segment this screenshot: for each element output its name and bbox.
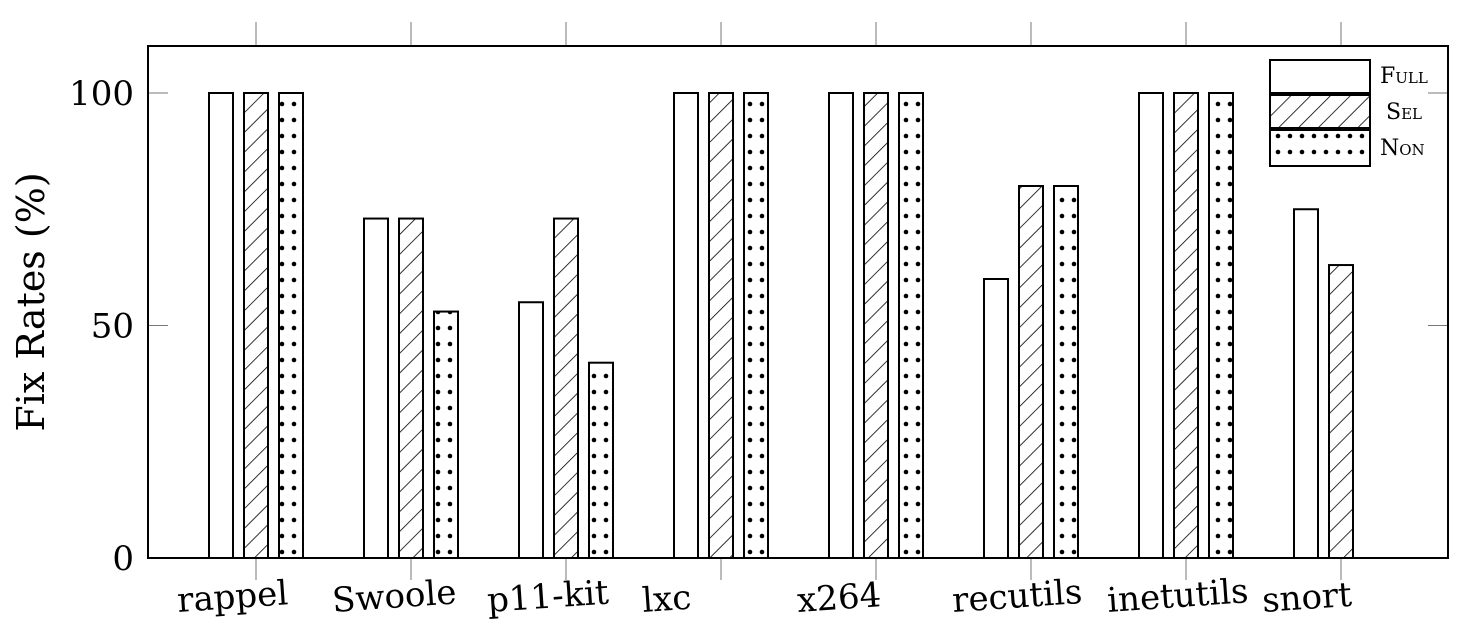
bar-full-snort [1293,208,1319,559]
bar-sel-snort [1328,264,1354,559]
bar-non-rappel [278,92,304,559]
bar-sel-inetutils [1173,92,1199,559]
x-tick-label: rappel [176,573,290,621]
bar-full-x264 [828,92,854,559]
legend-label-full: Full [1380,64,1428,89]
bars-group [208,92,1354,560]
legend: Full Sel Non [1269,59,1428,167]
bar-non-p11-kit [588,361,614,560]
x-tick-label: Swoole [331,572,458,621]
x-tick-label: lxc [641,578,693,621]
bar-sel-x264 [863,92,889,559]
x-tick-label: snort [1261,575,1354,621]
bar-non-recutils [1053,185,1079,559]
legend-label-sel: Sel [1386,100,1422,125]
x-tick-label: inetutils [1106,571,1250,621]
legend-label-non: Non [1380,136,1425,161]
y-axis-ticks: 0 50 100 [69,74,1448,579]
legend-swatch-sel [1269,94,1371,129]
bar-sel-p11-kit [553,217,579,560]
bar-full-rappel [208,92,234,559]
x-tick-label: x264 [796,575,883,621]
bar-non-swoole [433,310,459,559]
bar-non-inetutils [1208,92,1234,559]
bar-sel-recutils [1018,185,1044,559]
bar-non-x264 [898,92,924,559]
top-axis-ticks [255,22,1342,580]
y-tick-label: 0 [112,539,134,579]
legend-swatch-non [1269,129,1371,167]
bar-sel-rappel [243,92,269,559]
bar-sel-lxc [708,92,734,559]
bar-full-p11-kit [518,301,544,559]
bar-full-inetutils [1138,92,1164,559]
bar-full-lxc [673,92,699,559]
bar-full-recutils [983,278,1009,559]
bar-sel-swoole [398,217,424,560]
legend-swatch-full [1269,59,1371,94]
y-axis-label: Fix Rates (%) [9,172,53,431]
bar-full-swoole [363,217,389,560]
x-tick-label: p11-kit [486,573,610,621]
y-tick-label: 50 [91,307,134,347]
x-tick-label: recutils [951,572,1084,621]
bar-non-lxc [743,92,769,559]
x-axis-labels: rappel Swoole p11-kit lxc x264 recutils inetut… [176,571,1354,621]
plot-frame [147,45,1449,559]
y-tick-label: 100 [69,74,134,114]
